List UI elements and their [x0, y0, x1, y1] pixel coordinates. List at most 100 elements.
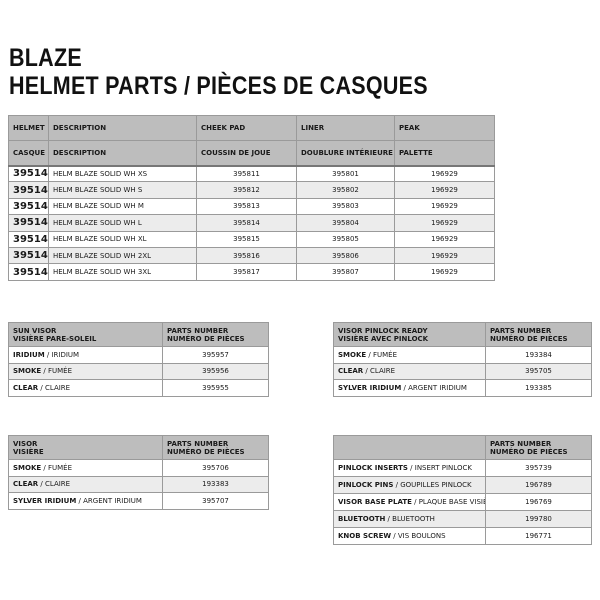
item-name: PINLOCK INSERTS / INSERT PINLOCK	[333, 459, 486, 477]
item-name: SMOKE / FUMÉE	[8, 459, 163, 477]
description: HELM BLAZE SOLID WH 3XL	[48, 263, 197, 281]
item-name-fr: ARGENT IRIDIUM	[83, 496, 142, 505]
column-header-item: VISOR PINLOCK READY VISIÈRE AVEC PINLOCK	[333, 322, 486, 347]
item-name-fr: ARGENT IRIDIUM	[408, 383, 467, 392]
item-name-fr: FUMÉE	[372, 350, 398, 359]
column-header-part: PARTS NUMBER NUMÉRO DE PIÈCES	[162, 322, 269, 347]
brand-title: BLAZE	[9, 44, 82, 72]
item-name: BLUETOOTH / BLUETOOTH	[333, 510, 486, 528]
item-name-en: SYLVER IRIDIUM	[338, 383, 402, 392]
column-header: HELMET	[8, 115, 49, 141]
column-header-item	[333, 435, 486, 460]
header-row: HELMET DESCRIPTION CHEEK PAD LINER PEAK	[8, 115, 495, 141]
cheek-pad-part: 395814	[196, 214, 297, 232]
item-name-fr: PLAQUE BASE VISIÈRE	[418, 498, 485, 506]
item-name: CLEAR / CLAIRE	[8, 475, 163, 493]
column-header: DOUBLURE INTÉRIEURE	[296, 140, 395, 167]
item-name-fr: INSERT PINLOCK	[414, 464, 472, 472]
separator: /	[76, 496, 84, 505]
header-text: PARTS NUMBER	[167, 439, 229, 448]
column-header-part: PARTS NUMBER NUMÉRO DE PIÈCES	[485, 435, 592, 460]
cheek-pad-part: 395816	[196, 246, 297, 265]
header-text: VISIÈRE AVEC PINLOCK	[338, 334, 429, 343]
separator: /	[385, 515, 393, 523]
helmet-code: 395147	[8, 263, 49, 281]
table-row: 395143HELM BLAZE SOLID WH M3958133958031…	[8, 197, 495, 216]
item-name-fr: CLAIRE	[45, 383, 71, 392]
header-text: NUMÉRO DE PIÈCES	[490, 447, 568, 456]
item-name-en: SYLVER IRIDIUM	[13, 496, 77, 505]
helmet-parts-table: HELMET DESCRIPTION CHEEK PAD LINER PEAK CASQU…	[8, 115, 495, 281]
table-row: PINLOCK INSERTS / INSERT PINLOCK 395739	[333, 459, 592, 477]
separator: /	[393, 481, 401, 489]
peak-part: 196929	[394, 164, 495, 183]
item-name: KNOB SCREW / VIS BOULONS	[333, 527, 486, 545]
header-text: VISOR	[13, 439, 38, 448]
table-row: 395144HELM BLAZE SOLID WH L3958143958041…	[8, 214, 495, 232]
helmet-code: 395142	[8, 181, 49, 199]
separator: /	[401, 383, 409, 392]
part-number: 395705	[485, 362, 592, 380]
header-row: VISOR VISIÈRE PARTS NUMBER NUMÉRO DE PIÈCES	[8, 435, 269, 460]
table-row: SYLVER IRIDIUM / ARGENT IRIDIUM 193385	[333, 379, 592, 397]
separator: /	[38, 383, 45, 392]
header-text: PARTS NUMBER	[167, 326, 229, 335]
header-text: NUMÉRO DE PIÈCES	[167, 447, 245, 456]
table-row: PINLOCK PINS / GOUPILLES PINLOCK 196789	[333, 476, 592, 494]
item-name-en: SMOKE	[13, 367, 42, 376]
item-name: IRIDIUM / IRIDIUM	[8, 346, 163, 364]
part-number: 193384	[485, 346, 592, 364]
part-number: 193385	[485, 379, 592, 397]
item-name-fr: FUMÉE	[47, 367, 73, 376]
part-number: 196769	[485, 493, 592, 511]
cheek-pad-part: 395812	[196, 181, 297, 199]
item-name-en: CLEAR	[13, 480, 39, 489]
header-text: SUN VISOR	[13, 326, 57, 335]
item-name: CLEAR / CLAIRE	[8, 379, 163, 397]
helmet-code: 395144	[8, 214, 49, 232]
column-header: CHEEK PAD	[196, 115, 297, 141]
item-name-fr: IRIDIUM	[51, 350, 80, 359]
item-name-fr: FUMÉE	[47, 463, 73, 472]
item-name-en: SMOKE	[338, 350, 367, 359]
cheek-pad-part: 395813	[196, 197, 297, 216]
header-text: NUMÉRO DE PIÈCES	[490, 334, 568, 343]
liner-part: 395805	[296, 230, 395, 248]
header-row: CASQUE DESCRIPTION COUSSIN DE JOUE DOUBLURE…	[8, 140, 495, 167]
liner-part: 395801	[296, 164, 395, 183]
liner-part: 395803	[296, 197, 395, 216]
table-row: SMOKE / FUMÉE 395956	[8, 362, 269, 380]
peak-part: 196929	[394, 246, 495, 265]
separator: /	[366, 350, 373, 359]
column-header-part: PARTS NUMBER NUMÉRO DE PIÈCES	[162, 435, 269, 460]
part-number: 196771	[485, 527, 592, 545]
table-row: KNOB SCREW / VIS BOULONS 196771	[333, 527, 592, 545]
part-number: 395706	[162, 459, 269, 477]
separator: /	[407, 464, 415, 472]
description: HELM BLAZE SOLID WH M	[48, 197, 197, 216]
separator: /	[411, 498, 419, 506]
separator: /	[41, 463, 48, 472]
item-name-en: IRIDIUM	[13, 350, 45, 359]
peak-part: 196929	[394, 230, 495, 248]
header-row: PARTS NUMBER NUMÉRO DE PIÈCES	[333, 435, 592, 460]
table-row: SYLVER IRIDIUM / ARGENT IRIDIUM 395707	[8, 492, 269, 510]
item-name-en: CLEAR	[338, 367, 364, 376]
table-row: 395142HELM BLAZE SOLID WH S3958123958021…	[8, 181, 495, 199]
column-header-part: PARTS NUMBER NUMÉRO DE PIÈCES	[485, 322, 592, 347]
separator: /	[44, 350, 52, 359]
part-number: 395707	[162, 492, 269, 510]
item-name: PINLOCK PINS / GOUPILLES PINLOCK	[333, 476, 486, 494]
accessories-table: PARTS NUMBER NUMÉRO DE PIÈCES PINLOCK INSE…	[333, 435, 592, 545]
item-name-en: SMOKE	[13, 463, 42, 472]
column-header: COUSSIN DE JOUE	[196, 140, 297, 167]
table-row: VISOR BASE PLATE / PLAQUE BASE VISIÈRE19…	[333, 493, 592, 511]
table-row: 395146HELM BLAZE SOLID WH 2XL39581639580…	[8, 246, 495, 265]
column-header-item: VISOR VISIÈRE	[8, 435, 163, 460]
item-name-fr: GOUPILLES PINLOCK	[400, 481, 472, 489]
description: HELM BLAZE SOLID WH XS	[48, 164, 197, 183]
liner-part: 395804	[296, 214, 395, 232]
item-name-fr: VIS BOULONS	[397, 532, 446, 540]
column-header: PEAK	[394, 115, 495, 141]
description: HELM BLAZE SOLID WH XL	[48, 230, 197, 248]
